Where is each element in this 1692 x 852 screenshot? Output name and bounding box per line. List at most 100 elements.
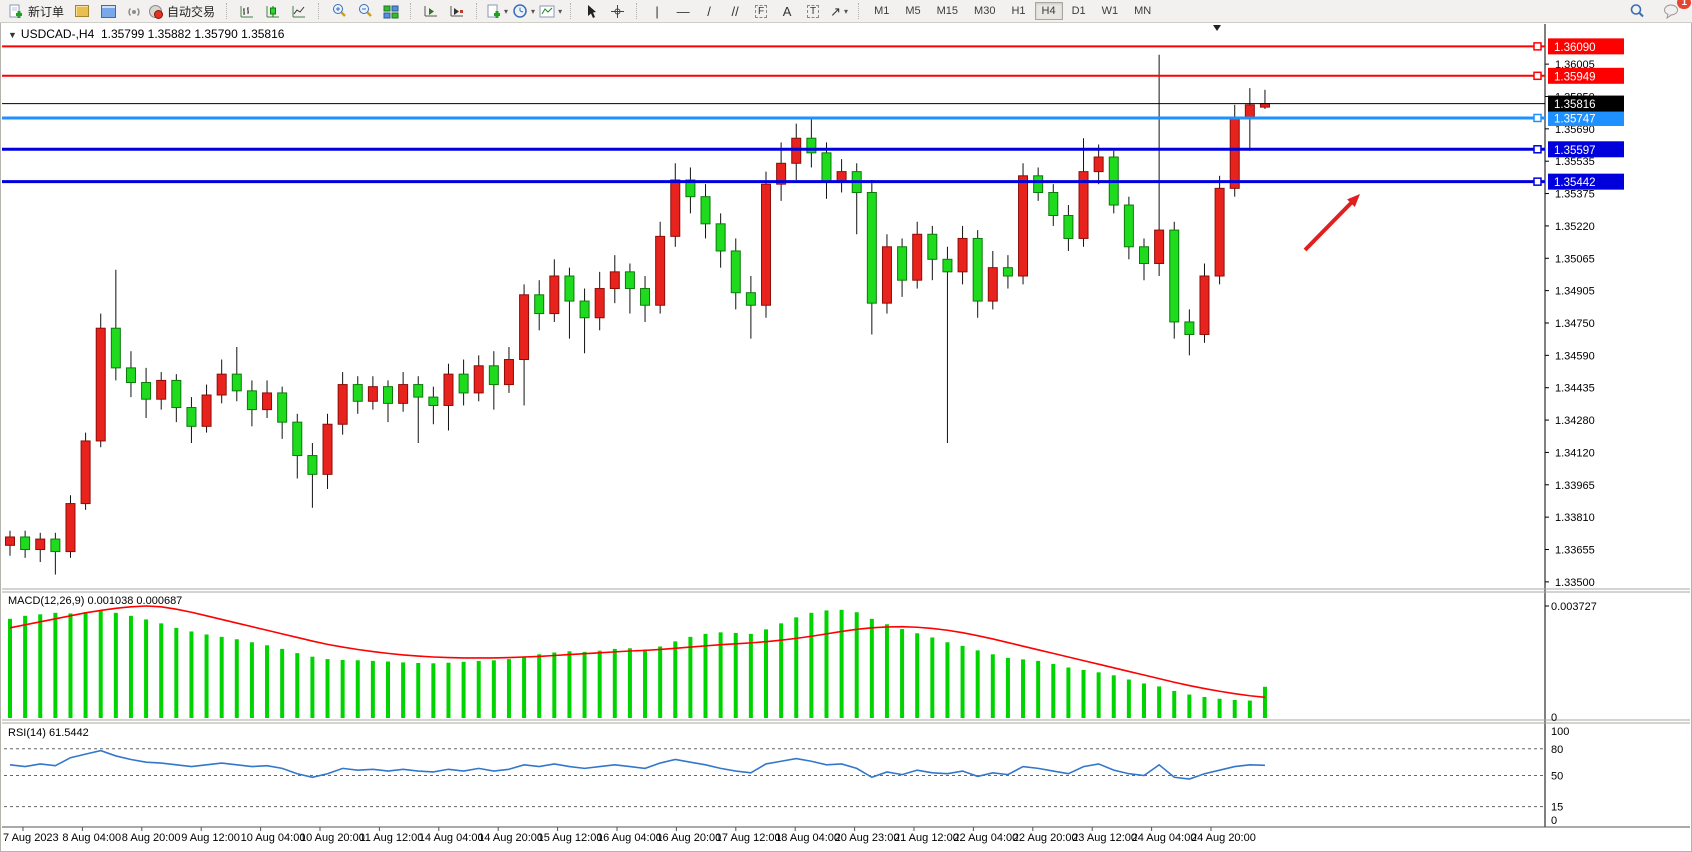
fibonacci-button[interactable]: F <box>748 1 774 21</box>
market-watch-button[interactable] <box>95 1 121 21</box>
svg-text:1.35816: 1.35816 <box>1554 99 1596 111</box>
timeframe-h1-button[interactable]: H1 <box>1011 5 1026 17</box>
auto-trading-button[interactable]: 自动交易 <box>147 1 220 21</box>
text-button[interactable]: A <box>774 1 800 21</box>
periods-button[interactable]: ▾ <box>510 1 537 21</box>
vertical-line-button[interactable]: | <box>644 1 670 21</box>
svg-text:1.35065: 1.35065 <box>1555 253 1595 265</box>
toolbar-separator <box>410 3 412 19</box>
templates-caret-icon: ▾ <box>558 6 563 16</box>
indicators-icon <box>486 4 501 19</box>
svg-text:22 Aug 20:00: 22 Aug 20:00 <box>1013 832 1078 844</box>
new-order-icon <box>8 4 23 19</box>
main-toolbar: 新订单 自动交易 <box>0 0 1692 23</box>
macd-name: MACD(12,26,9) <box>8 595 85 607</box>
auto-trading-label: 自动交易 <box>167 4 216 19</box>
rsi-value: 61.5442 <box>48 727 89 739</box>
svg-text:15: 15 <box>1551 802 1563 814</box>
bar-chart-button[interactable] <box>234 1 260 21</box>
svg-text:1.33810: 1.33810 <box>1555 512 1595 524</box>
shift-marker-icon <box>1213 25 1221 31</box>
chat-icon <box>1663 3 1680 19</box>
svg-text:1.35949: 1.35949 <box>1554 71 1596 83</box>
candlestick-icon <box>265 4 281 19</box>
trendline-button[interactable]: / <box>696 1 722 21</box>
fibonacci-icon: F <box>755 4 768 18</box>
rsi-label: RSI(14) 61.5442 <box>8 727 89 739</box>
zoom-group <box>326 0 404 22</box>
market-watch-icon <box>100 4 116 18</box>
bar-chart-icon <box>239 4 255 19</box>
line-chart-button[interactable] <box>286 1 312 21</box>
zoom-out-button[interactable] <box>352 1 378 21</box>
arrows-icon: ↗ <box>830 3 842 19</box>
svg-text:15 Aug 12:00: 15 Aug 12:00 <box>538 832 603 844</box>
timeframe-h4-button[interactable]: H4 <box>1034 2 1063 20</box>
svg-text:1.35747: 1.35747 <box>1554 113 1596 125</box>
svg-text:50: 50 <box>1551 771 1563 783</box>
svg-text:100: 100 <box>1551 726 1569 738</box>
notifications-button[interactable]: 1 <box>1658 0 1691 21</box>
svg-text:23 Aug 12:00: 23 Aug 12:00 <box>1072 832 1137 844</box>
cursor-button[interactable] <box>578 1 604 21</box>
label-button[interactable]: T <box>800 1 826 21</box>
chart-svg[interactable]: 1.360051.358501.356901.355351.353751.352… <box>0 22 1692 852</box>
zoom-in-button[interactable] <box>326 1 352 21</box>
svg-text:1.33655: 1.33655 <box>1555 545 1595 557</box>
svg-text:1.34435: 1.34435 <box>1555 383 1595 395</box>
arrows-button[interactable]: ↗ ▾ <box>826 1 852 21</box>
toolbar-separator <box>318 3 320 19</box>
trendline-icon: / <box>707 3 711 19</box>
svg-text:0.003727: 0.003727 <box>1551 601 1597 613</box>
new-chart-icon <box>75 5 90 17</box>
search-button[interactable] <box>1624 1 1650 21</box>
zoom-out-icon <box>357 3 373 19</box>
crosshair-button[interactable] <box>604 1 630 21</box>
timeframe-m15-button[interactable]: M15 <box>936 5 959 17</box>
time-axis: 7 Aug 2023 8 Aug 04:00 8 Aug 20:00 9 Aug 12… <box>3 827 1256 844</box>
svg-text:1.34750: 1.34750 <box>1555 318 1595 330</box>
timeframe-m30-button[interactable]: M30 <box>974 5 996 17</box>
timeframe-m1-button[interactable]: M1 <box>874 5 890 17</box>
svg-text:1.34120: 1.34120 <box>1555 447 1595 459</box>
new-order-button[interactable]: 新订单 <box>6 1 69 21</box>
indicators-button[interactable]: ▾ <box>484 1 510 21</box>
candles-layer <box>5 54 1270 575</box>
toolbar-separator <box>476 3 478 19</box>
clock-icon <box>512 3 528 19</box>
candlestick-button[interactable] <box>260 1 286 21</box>
timeframe-mn-button[interactable]: MN <box>1134 5 1152 17</box>
svg-text:11 Aug 12:00: 11 Aug 12:00 <box>359 832 423 844</box>
svg-text:0: 0 <box>1551 815 1557 827</box>
timeframe-group: M1 M5 M15 M30 H1 H4 D1 W1 MN <box>866 0 1159 22</box>
svg-text:14 Aug 04:00: 14 Aug 04:00 <box>419 832 484 844</box>
svg-text:1.35375: 1.35375 <box>1555 189 1595 201</box>
timeframe-d1-button[interactable]: D1 <box>1071 5 1086 17</box>
chart-title-toggle-icon[interactable]: ▼ <box>8 30 17 40</box>
svg-text:80: 80 <box>1551 744 1563 756</box>
rsi-panel: 100 80 50 150 <box>4 726 1569 827</box>
auto-scroll-button[interactable] <box>418 1 444 21</box>
horizontal-line-button[interactable]: — <box>670 1 696 21</box>
svg-text:9 Aug 12:00: 9 Aug 12:00 <box>181 832 240 844</box>
templates-icon <box>539 4 555 19</box>
signals-button[interactable] <box>121 1 147 21</box>
svg-text:14 Aug 20:00: 14 Aug 20:00 <box>478 832 543 844</box>
chart-canvas[interactable]: 1.360051.358501.356901.355351.353751.352… <box>0 22 1692 852</box>
cursor-group <box>578 0 630 22</box>
channel-button[interactable]: // <box>722 1 748 21</box>
tile-windows-button[interactable] <box>378 1 404 21</box>
macd-values: 0.001038 0.000687 <box>87 595 183 607</box>
timeframe-w1-button[interactable]: W1 <box>1101 5 1119 17</box>
order-group: 新订单 自动交易 <box>6 0 220 22</box>
svg-text:21 Aug 12:00: 21 Aug 12:00 <box>894 832 959 844</box>
toolbar-separator <box>570 3 572 19</box>
horizontal-line-icon: — <box>676 3 690 19</box>
templates-button[interactable]: ▾ <box>537 1 564 21</box>
chart-ohlc-values: 1.35799 1.35882 1.35790 1.35816 <box>100 27 285 41</box>
new-chart-button[interactable] <box>69 1 95 21</box>
chart-shift-button[interactable] <box>444 1 470 21</box>
svg-text:1.34905: 1.34905 <box>1555 286 1595 298</box>
timeframe-m5-button[interactable]: M5 <box>905 5 921 17</box>
chart-type-group <box>234 0 312 22</box>
